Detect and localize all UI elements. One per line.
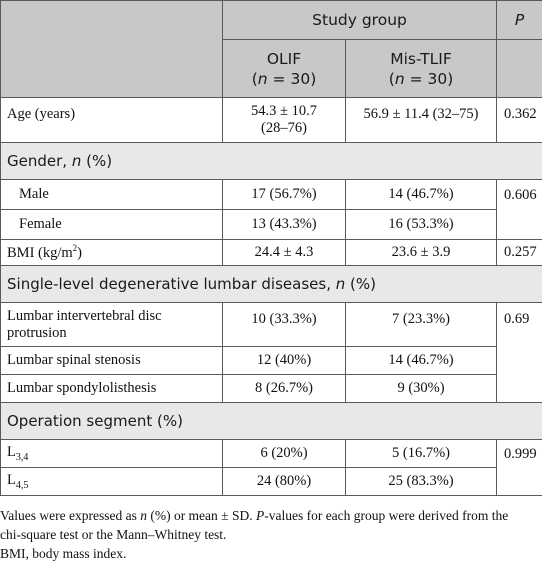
- age-olif: 54.3 ± 10.7 (28–76): [223, 98, 346, 143]
- olif-n: (n = 30): [223, 69, 345, 89]
- mistlif-name: Mis-TLIF: [346, 49, 496, 69]
- female-olif: 13 (43.3%): [223, 210, 346, 240]
- disc-olif: 10 (33.3%): [223, 303, 346, 347]
- table-row: L3,4 6 (20%) 5 (16.7%) 0.999: [1, 440, 542, 468]
- spondy-olif: 8 (26.7%): [223, 375, 346, 403]
- disc-label: Lumbar intervertebral disc protrusion: [1, 303, 223, 347]
- study-table: Study group P OLIF (n = 30) Mis-TLIF (n …: [0, 0, 542, 496]
- female-label: Female: [1, 210, 223, 240]
- table-row: BMI (kg/m2) 24.4 ± 4.3 23.6 ± 3.9 0.257: [1, 240, 542, 266]
- table-row: L4,5 24 (80%) 25 (83.3%): [1, 468, 542, 496]
- section-row: Single-level degenerative lumbar disease…: [1, 266, 542, 303]
- female-mistlif: 16 (53.3%): [346, 210, 497, 240]
- l34-mistlif: 5 (16.7%): [346, 440, 497, 468]
- spondy-mistlif: 9 (30%): [346, 375, 497, 403]
- stenosis-olif: 12 (40%): [223, 347, 346, 375]
- spondy-label: Lumbar spondylolisthesis: [1, 375, 223, 403]
- disc-mistlif: 7 (23.3%): [346, 303, 497, 347]
- section-row: Operation segment (%): [1, 403, 542, 440]
- age-p: 0.362: [497, 98, 542, 143]
- bmi-label: BMI (kg/m2): [1, 240, 223, 266]
- l34-letter: L: [7, 444, 16, 460]
- table-footnote: Values were expressed as n (%) or mean ±…: [0, 496, 542, 563]
- age-label: Age (years): [1, 98, 223, 143]
- bmi-p: 0.257: [497, 240, 542, 266]
- age-mistlif: 56.9 ± 11.4 (32–75): [346, 98, 497, 143]
- l34-label: L3,4: [1, 440, 223, 468]
- olif-header: OLIF (n = 30): [223, 40, 346, 98]
- footnote-line3: BMI, body mass index.: [0, 544, 542, 563]
- mistlif-n: (n = 30): [346, 69, 496, 89]
- table-row: Lumbar spinal stenosis 12 (40%) 14 (46.7…: [1, 347, 542, 375]
- male-olif: 17 (56.7%): [223, 180, 346, 210]
- gender-p: 0.606: [497, 180, 542, 240]
- male-label: Male: [1, 180, 223, 210]
- segment-section: Operation segment (%): [1, 403, 542, 440]
- l34-olif: 6 (20%): [223, 440, 346, 468]
- p-header-blank: [497, 40, 542, 98]
- table-row: Age (years) 54.3 ± 10.7 (28–76) 56.9 ± 1…: [1, 98, 542, 143]
- l45-olif: 24 (80%): [223, 468, 346, 496]
- l34-sub: 3,4: [16, 452, 29, 463]
- l45-letter: L: [7, 472, 16, 488]
- mistlif-header: Mis-TLIF (n = 30): [346, 40, 497, 98]
- bmi-olif: 24.4 ± 4.3: [223, 240, 346, 266]
- table-row: Male 17 (56.7%) 14 (46.7%) 0.606: [1, 180, 542, 210]
- diseases-p: 0.69: [497, 303, 542, 403]
- age-olif-mean: 54.3 ± 10.7: [223, 103, 345, 120]
- footnote-line2: chi-square test or the Mann–Whitney test…: [0, 525, 542, 544]
- male-mistlif: 14 (46.7%): [346, 180, 497, 210]
- blank-header-cell: [1, 1, 223, 98]
- table-row: Lumbar spondylolisthesis 8 (26.7%) 9 (30…: [1, 375, 542, 403]
- gender-section: Gender, n (%): [1, 143, 542, 180]
- disc-label-line1: Lumbar intervertebral disc: [7, 308, 222, 325]
- disc-label-line2: protrusion: [7, 325, 222, 342]
- section-row: Gender, n (%): [1, 143, 542, 180]
- l45-label: L4,5: [1, 468, 223, 496]
- l45-sub: 4,5: [16, 480, 29, 491]
- l45-mistlif: 25 (83.3%): [346, 468, 497, 496]
- header-row-top: Study group P: [1, 1, 542, 40]
- diseases-section: Single-level degenerative lumbar disease…: [1, 266, 542, 303]
- olif-name: OLIF: [223, 49, 345, 69]
- stenosis-label: Lumbar spinal stenosis: [1, 347, 223, 375]
- table-row: Lumbar intervertebral disc protrusion 10…: [1, 303, 542, 347]
- age-olif-range: (28–76): [223, 120, 345, 137]
- p-header: P: [497, 1, 542, 40]
- p-header-label: P: [515, 11, 524, 29]
- footnote-line1: Values were expressed as n (%) or mean ±…: [0, 506, 542, 525]
- stenosis-mistlif: 14 (46.7%): [346, 347, 497, 375]
- segment-p: 0.999: [497, 440, 542, 496]
- bmi-mistlif: 23.6 ± 3.9: [346, 240, 497, 266]
- table-row: Female 13 (43.3%) 16 (53.3%): [1, 210, 542, 240]
- study-group-header: Study group: [223, 1, 497, 40]
